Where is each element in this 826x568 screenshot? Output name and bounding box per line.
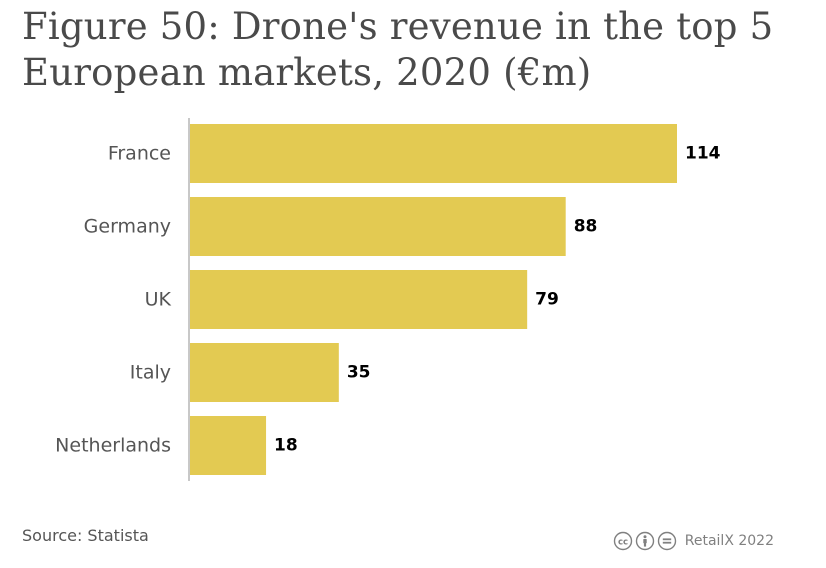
category-label-netherlands: Netherlands [55, 435, 171, 457]
labels-group: France 114 Germany 88 UK 79 Italy 35 Netherlands… [55, 143, 720, 457]
svg-text:cc: cc [618, 538, 628, 548]
value-label-italy: 35 [347, 363, 371, 383]
chart-title: Figure 50: Drone's revenue in the top 5 … [22, 5, 774, 94]
category-label-france: France [108, 143, 171, 165]
bar-france [189, 124, 677, 183]
bar-italy [189, 343, 339, 402]
creative-commons-icon: cc [613, 531, 632, 551]
source-note: Source: Statista [22, 526, 149, 545]
bar-germany [189, 197, 566, 256]
category-label-uk: UK [145, 289, 172, 311]
value-label-france: 114 [685, 144, 721, 164]
credit-block: cc RetailX 2022 [613, 531, 774, 551]
no-derivatives-icon [657, 531, 676, 551]
value-label-netherlands: 18 [274, 436, 298, 456]
category-label-italy: Italy [130, 362, 171, 384]
credit-text: RetailX 2022 [684, 533, 774, 549]
bar-netherlands [189, 416, 267, 475]
value-label-uk: 79 [535, 290, 559, 310]
value-label-germany: 88 [574, 217, 598, 237]
bar-uk [189, 270, 528, 329]
bars-group [189, 124, 677, 475]
attribution-icon [635, 531, 654, 551]
category-label-germany: Germany [84, 216, 171, 238]
